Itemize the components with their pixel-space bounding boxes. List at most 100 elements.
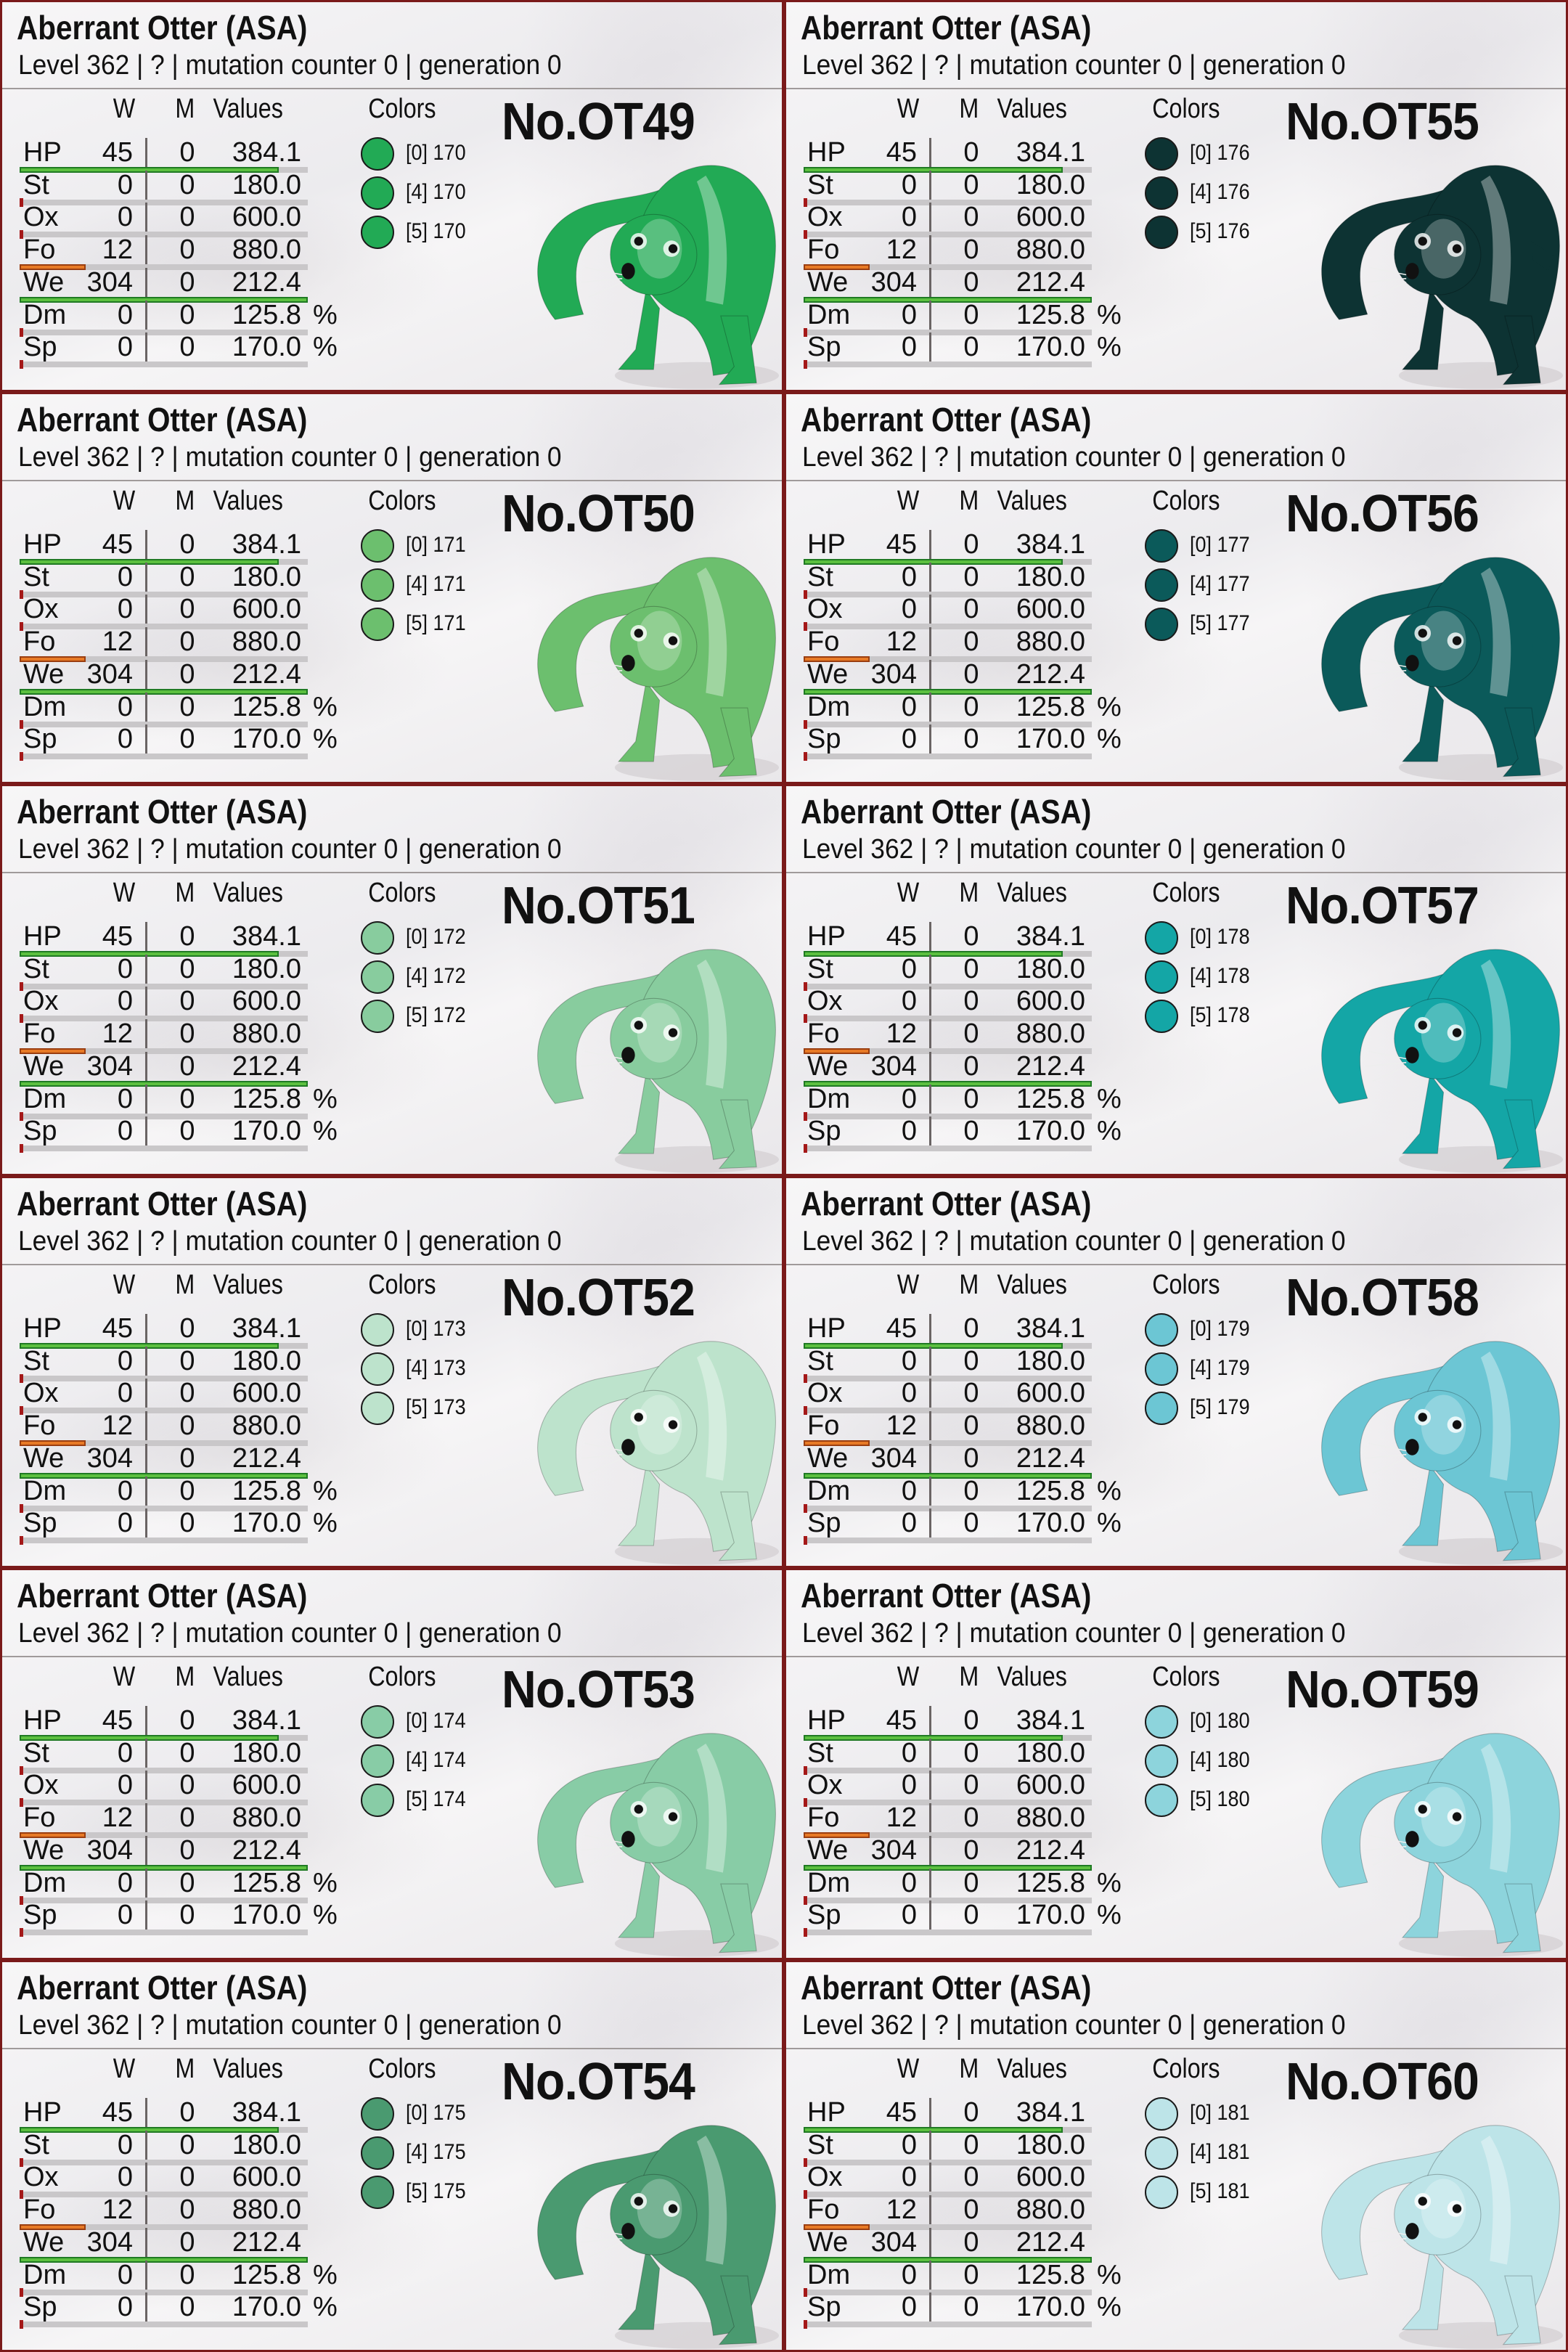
stat-bar-empty-marker [804,752,807,761]
color-region-index: [4] [1190,180,1212,204]
stat-column-divider [929,235,931,265]
stat-column-divider [145,1868,147,1898]
stat-wild-points: 0 [117,1867,133,1898]
stat-mutation-points: 0 [963,1018,979,1050]
stat-bar-fill [804,2256,1092,2263]
stat-wild-points: 12 [886,626,917,658]
stat-value: 384.1 [232,1313,301,1344]
stat-column-divider [929,1738,931,1768]
stat-bar [20,656,308,663]
stat-bar-empty-marker [20,2320,23,2329]
color-swatch [361,1784,394,1817]
stat-wild-points: 0 [901,1475,917,1506]
stat-value: 125.8 [232,1083,301,1114]
stat-mutation-points: 0 [179,1770,195,1801]
stat-bar [20,1080,308,1087]
stat-wild-points: 304 [870,1050,917,1082]
stat-mutation-points: 0 [179,561,195,592]
column-header-m: M [175,1662,195,1692]
stat-bar-fill [804,296,1092,303]
stat-mutation-points: 0 [963,1475,979,1506]
stat-bar [20,1144,308,1153]
stat-label: Ox [807,1770,843,1801]
creature-number: No.OT52 [502,1269,695,1327]
stat-column-divider [145,2195,147,2225]
stat-bar-empty-marker [804,327,807,337]
stat-column-divider [929,1476,931,1506]
stat-column-divider [929,530,931,559]
column-header-m: M [959,94,979,124]
stat-label: HP [807,529,846,560]
stat-bar-empty-marker [20,230,23,240]
stat-value: 384.1 [232,1705,301,1736]
stat-label: We [23,1442,65,1474]
stat-bar [804,1373,1092,1383]
stat-value: 880.0 [232,234,301,266]
stat-column-divider [929,138,931,167]
stat-label: Ox [807,594,843,625]
stat-bar [804,2157,1092,2167]
stat-column-divider [145,659,147,689]
stat-label: Ox [807,986,843,1017]
color-region-index: [4] [1190,1748,1212,1772]
color-region-label: [4] 170 [406,180,466,205]
stat-column-divider [145,235,147,265]
column-header-w: W [113,878,136,908]
stat-value: 600.0 [232,202,301,233]
stat-bar [20,167,308,173]
stat-wild-points: 0 [901,299,917,330]
card-title: Aberrant Otter (ASA) [801,1185,1092,1222]
stat-bar [20,1864,308,1871]
color-id: 180 [1217,1748,1250,1772]
color-id: 171 [433,533,466,557]
stat-value: 384.1 [232,529,301,560]
stat-value: 880.0 [1016,1410,1085,1442]
stat-value: 212.4 [1016,266,1085,298]
stat-wild-points: 0 [901,1770,917,1801]
stat-bar-empty-marker [20,1373,23,1383]
stat-bar-fill [804,951,1063,957]
stat-wild-points: 0 [901,2259,917,2290]
stat-mutation-points: 0 [963,691,979,722]
color-region-index: [5] [1190,219,1212,243]
stat-value: 125.8 [1016,1475,1085,1506]
color-region-index: [5] [1190,1787,1212,1811]
color-region-label: [4] 176 [1190,180,1250,205]
stat-mutation-points: 0 [963,1834,979,1866]
stat-label: HP [807,2097,846,2128]
stat-value: 880.0 [1016,626,1085,658]
stat-bar-empty-marker [804,2320,807,2329]
stat-mutation-points: 0 [963,986,979,1017]
stat-bar-fill [20,1735,279,1741]
stat-mutation-points: 0 [179,1867,195,1898]
stat-value: 180.0 [232,953,301,984]
stat-bar [20,1735,308,1741]
creature-card: Aberrant Otter (ASA) Level 362 | ? | muta… [784,784,1568,1176]
color-region-index: [0] [406,2101,428,2125]
stat-unit: % [313,1083,338,1114]
stat-wild-points: 12 [102,626,133,658]
stat-column-divider [929,2130,931,2160]
color-swatch [361,1352,394,1386]
stat-value: 180.0 [232,561,301,592]
stat-column-divider [929,1411,931,1441]
stat-unit: % [313,1900,338,1931]
color-region-index: [4] [406,2140,428,2164]
column-header-colors: Colors [1152,1270,1220,1300]
column-header-values: Values [213,1662,283,1692]
stat-bar [804,1080,1092,1087]
creature-number: No.OT56 [1286,485,1479,543]
stat-bar-fill [804,1472,1092,1479]
stat-wild-points: 0 [117,1475,133,1506]
stat-value: 212.4 [232,2226,301,2258]
card-subtitle: Level 362 | ? | mutation counter 0 | gen… [18,1226,562,1257]
stat-wild-points: 0 [117,202,133,233]
stat-bar-empty-marker [804,719,807,729]
color-id: 171 [433,611,466,635]
stat-column-divider [145,987,147,1016]
stat-bar [20,1014,308,1024]
creature-number: No.OT51 [502,877,695,935]
stat-column-divider [145,2130,147,2160]
creature-image [510,129,779,390]
